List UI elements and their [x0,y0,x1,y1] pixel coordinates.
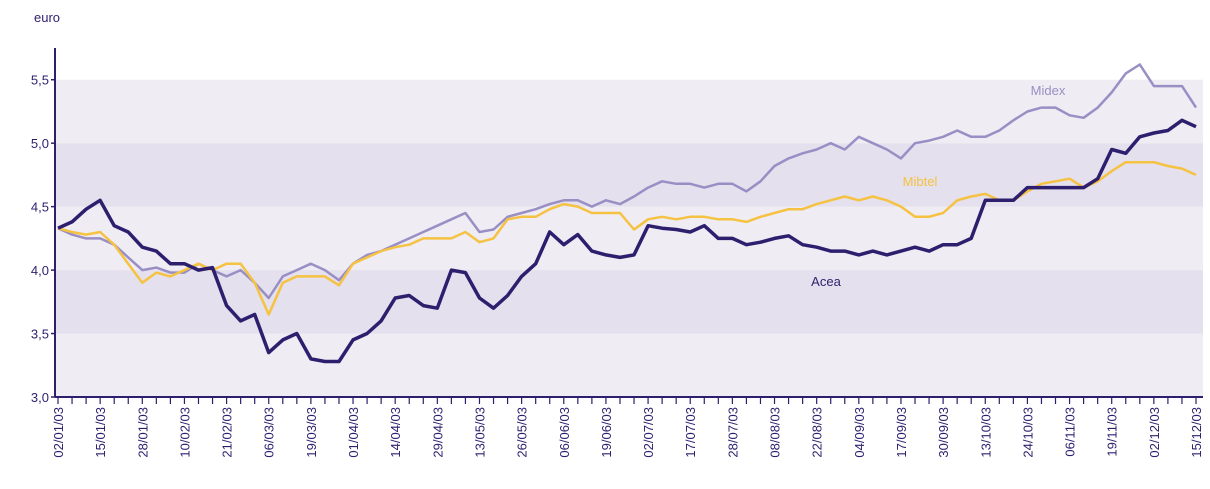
x-tick-label: 21/02/03 [220,407,235,458]
x-tick-label: 15/01/03 [93,407,108,458]
x-tick-label: 10/02/03 [177,407,192,458]
x-tick-label: 15/12/03 [1189,407,1204,458]
x-tick-label: 29/04/03 [430,407,445,458]
band [55,270,1203,334]
x-tick-label: 02/12/03 [1147,407,1162,458]
y-tick-label: 4,0 [31,263,49,278]
x-tick-label: 26/05/03 [515,407,530,458]
x-tick-label: 19/06/03 [599,407,614,458]
x-tick-label: 17/09/03 [894,407,909,458]
y-tick-label: 3,5 [31,327,49,342]
x-tick-label: 08/08/03 [768,407,783,458]
x-tick-label: 02/01/03 [51,407,66,458]
x-tick-label: 01/04/03 [346,407,361,458]
series-label: Mibtel [903,174,938,189]
y-tick-label: 5,0 [31,136,49,151]
band [55,333,1203,397]
x-tick-label: 22/08/03 [810,407,825,458]
series-label: Acea [811,274,841,289]
band [55,143,1203,207]
y-tick-label: 3,0 [31,390,49,405]
x-tick-label: 06/06/03 [557,407,572,458]
x-tick-label: 06/03/03 [262,407,277,458]
x-tick-label: 02/07/03 [641,407,656,458]
y-tick-label: 5,5 [31,73,49,88]
series-line [57,63,1198,300]
x-tick-label: 13/10/03 [978,407,993,458]
band [55,79,1203,144]
x-tick-label: 17/07/03 [683,407,698,458]
series-line [57,118,1197,364]
x-tick-label: 19/11/03 [1105,407,1120,457]
x-tick-label: 06/11/03 [1063,407,1078,457]
x-tick-label: 13/05/03 [472,407,487,458]
band [55,206,1203,271]
x-tick-label: 24/10/03 [1020,407,1035,458]
y-tick-label: 4,5 [31,200,49,215]
x-tick-label: 28/01/03 [135,407,150,458]
series-label: Midex [1031,83,1066,98]
x-tick-label: 14/04/03 [388,407,403,458]
x-tick-label: 19/03/03 [304,407,319,458]
x-tick-label: 30/09/03 [936,407,951,458]
x-tick-label: 04/09/03 [852,407,867,458]
y-axis-label: euro [34,10,60,25]
x-tick-label: 28/07/03 [725,407,740,458]
